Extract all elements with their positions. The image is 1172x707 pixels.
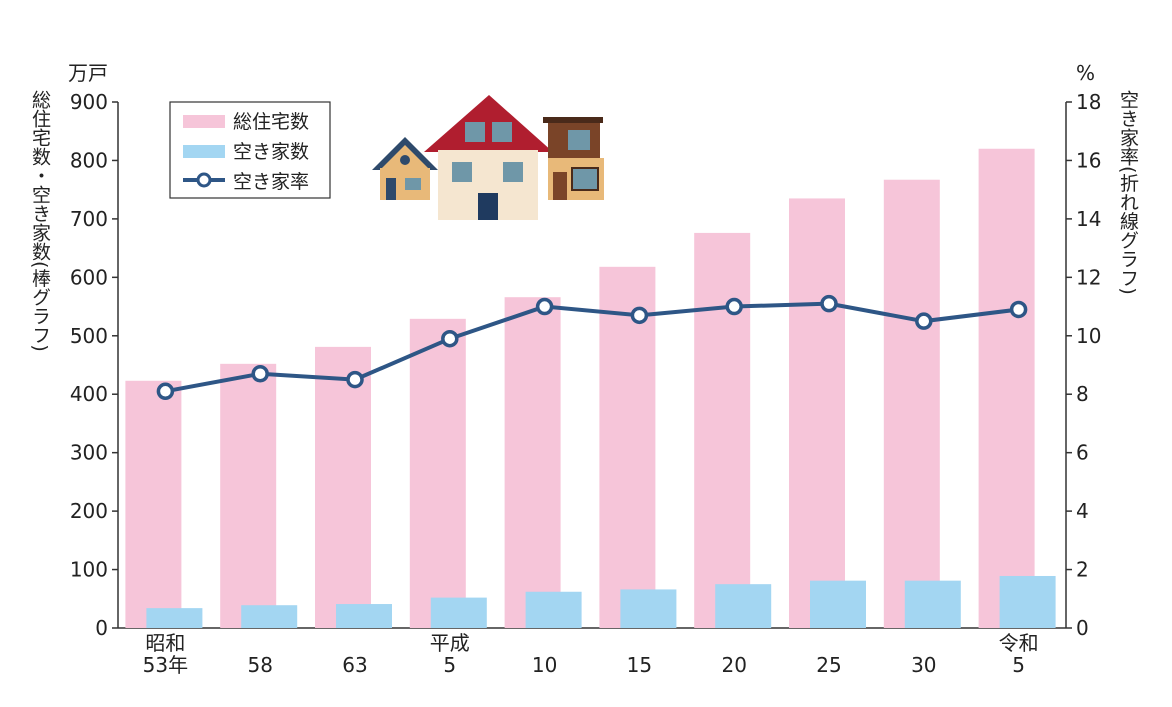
left-axis-ticks: 0 100 200 300 400 500 600 700 800 900: [70, 90, 118, 640]
right-axis-title: 空き家率(折れ線グラフ): [1117, 90, 1139, 295]
bar-vacant: [146, 608, 203, 628]
bar-total: [409, 318, 466, 628]
bar-total: [978, 148, 1035, 628]
rate-point: [441, 329, 459, 348]
left-tick-label: 600: [70, 265, 108, 289]
x-tick-label: 25: [816, 653, 841, 677]
rate-point: [915, 312, 933, 330]
bar-vacant: [904, 580, 961, 628]
bar-vacant: [810, 580, 866, 628]
rate-point: [346, 370, 364, 389]
right-tick-label: 0: [1076, 616, 1089, 640]
rate-point: [820, 294, 838, 313]
bar-vacant: [241, 605, 298, 628]
bar-total: [315, 346, 371, 628]
vacant-housing-bars: [146, 575, 1056, 628]
x-tick-label-text: 5: [1012, 653, 1025, 677]
legend-swatch-total: [183, 115, 225, 128]
legend-label-vacant: 空き家数: [233, 141, 309, 163]
rate-point: [630, 306, 649, 325]
x-tick-label: 平成5: [430, 631, 470, 677]
x-tick-label-text: 15: [627, 653, 652, 677]
left-tick-label: 200: [70, 499, 108, 523]
main-house-icon: [424, 95, 553, 220]
right-tick-label: 2: [1076, 558, 1089, 582]
total-housing-bars: [125, 148, 1035, 628]
houses-illustration: [372, 95, 604, 220]
left-tick-label: 300: [70, 441, 108, 465]
right-tick-label: 10: [1076, 324, 1101, 348]
x-tick-label: 58: [247, 653, 272, 677]
left-tick-label: 700: [70, 207, 108, 231]
legend-swatch-rate-marker: [196, 172, 212, 188]
left-tick-label: 0: [95, 616, 108, 640]
x-tick-label-text: 令和: [999, 631, 1039, 655]
bar-total: [694, 232, 751, 628]
x-tick-label-text: 25: [816, 653, 841, 677]
bar-vacant: [999, 575, 1056, 628]
right-tick-label: 14: [1076, 207, 1101, 231]
left-tick-label: 400: [70, 382, 108, 406]
legend: 総住宅数 空き家数 空き家率: [169, 101, 331, 199]
x-tick-label-text: 30: [911, 653, 936, 677]
legend-swatch-vacant: [183, 145, 225, 158]
bar-total: [789, 198, 845, 628]
rate-point: [1009, 300, 1028, 319]
right-tick-label: 18: [1076, 90, 1101, 114]
legend-label-total: 総住宅数: [233, 111, 309, 133]
legend-label-rate: 空き家率: [233, 171, 309, 193]
left-tick-label: 800: [70, 148, 108, 172]
rate-point: [535, 297, 554, 316]
bar-total: [125, 380, 182, 628]
bar-vacant: [715, 584, 772, 628]
rate-point: [251, 365, 269, 383]
x-tick-label-text: 10: [532, 653, 557, 677]
bar-total: [504, 297, 561, 628]
bar-total: [220, 363, 277, 628]
rate-point: [156, 382, 175, 401]
x-tick-label-text: 58: [247, 653, 272, 677]
x-tick-label-text: 5: [443, 653, 456, 677]
x-tick-label: 15: [627, 653, 652, 677]
x-tick-label-text: 20: [721, 653, 746, 677]
x-tick-label-text: 63: [342, 653, 367, 677]
x-tick-label-text: 53年: [143, 653, 188, 677]
left-tick-label: 500: [70, 324, 108, 348]
x-tick-label: 20: [721, 653, 746, 677]
right-tick-label: 8: [1076, 382, 1089, 406]
right-tick-label: 6: [1076, 441, 1089, 465]
bar-vacant: [336, 604, 392, 628]
x-tick-label: 30: [911, 653, 936, 677]
right-axis-unit: %: [1076, 61, 1095, 85]
left-axis-title: 総住宅数・空き家数(棒グラフ): [29, 90, 51, 352]
bar-vacant: [525, 591, 582, 628]
x-tick-label: 63: [342, 653, 367, 677]
rate-polyline: [165, 301, 1019, 394]
right-tick-label: 16: [1076, 148, 1101, 172]
bar-total: [883, 179, 940, 628]
x-tick-label-text: 平成: [430, 631, 470, 655]
left-axis-unit: 万戸: [68, 61, 108, 85]
bar-vacant: [430, 597, 487, 628]
bar-total: [599, 266, 656, 628]
right-axis-ticks: 0 2 4 6 8 10 12 14 16 18: [1066, 90, 1101, 640]
bar-vacant: [620, 589, 677, 628]
rate-point: [725, 297, 743, 316]
right-tick-label: 4: [1076, 499, 1089, 523]
vacancy-rate-line: [156, 294, 1028, 401]
x-tick-label: 令和5: [999, 631, 1039, 677]
x-tick-label-text: 昭和: [145, 631, 185, 655]
side-house-icon: [543, 117, 604, 200]
small-house-icon: [372, 137, 438, 200]
right-tick-label: 12: [1076, 265, 1101, 289]
left-tick-label: 900: [70, 90, 108, 114]
left-tick-label: 100: [70, 558, 108, 582]
x-tick-label: 10: [532, 653, 557, 677]
